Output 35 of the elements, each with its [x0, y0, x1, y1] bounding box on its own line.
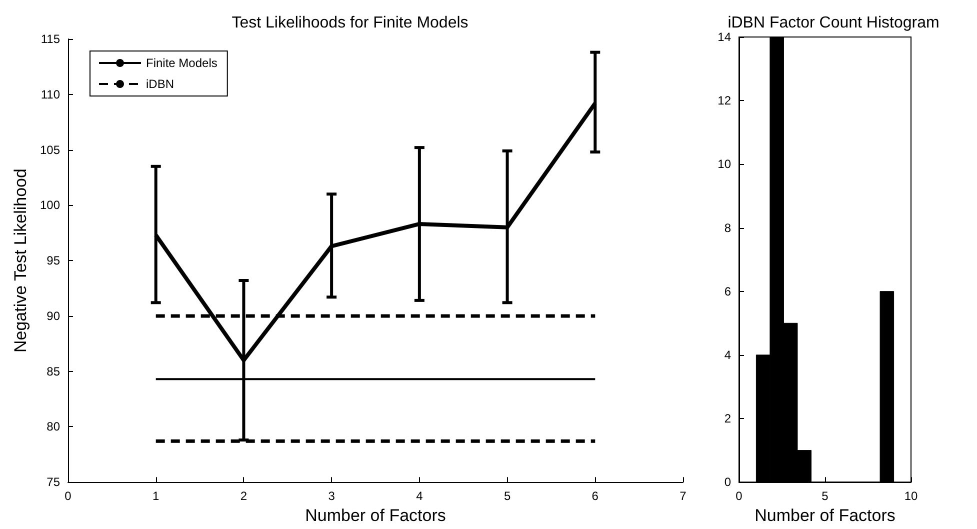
y-tick-label: 90	[46, 308, 60, 323]
y-tick-label: 80	[46, 420, 60, 434]
x-axis-title: Number of Factors	[754, 506, 896, 525]
y-tick-label: 100	[40, 198, 60, 212]
y-tick-label: 12	[718, 94, 732, 108]
y-tick-label: 6	[724, 284, 732, 298]
x-axis-title: Number of Factors	[305, 506, 446, 525]
chart-title: Test Likelihoods for Finite Models	[232, 14, 468, 32]
x-tick-label: 5	[822, 489, 829, 504]
y-tick-label: 115	[40, 32, 60, 46]
x-tick-label: 5	[504, 489, 511, 504]
x-tick-label: 3	[328, 489, 336, 504]
y-tick-label: 2	[724, 412, 732, 426]
x-tick-label: 4	[416, 489, 424, 504]
y-tick-label: 10	[718, 157, 732, 172]
x-tick-label: 0	[64, 489, 72, 504]
chart-title: iDBN Factor Count Histogram	[728, 14, 940, 32]
x-tick-label: 6	[592, 489, 599, 504]
x-tick-label: 2	[240, 489, 248, 504]
y-tick-label: 4	[724, 348, 732, 362]
y-axis-title: Negative Test Likelihood	[11, 168, 30, 353]
y-tick-label: 105	[40, 142, 60, 157]
y-tick-label: 0	[724, 475, 732, 490]
y-tick-label: 75	[46, 475, 60, 490]
y-tick-label: 85	[46, 364, 60, 378]
x-tick-label: 1	[152, 489, 160, 504]
legend-label: iDBN	[146, 77, 174, 91]
y-tick-label: 14	[718, 30, 732, 44]
x-tick-label: 10	[904, 489, 918, 504]
legend-label: Finite Models	[146, 56, 218, 70]
y-tick-label: 95	[46, 254, 60, 268]
x-tick-label: 7	[680, 489, 687, 504]
x-tick-label: 0	[736, 489, 743, 504]
y-tick-label: 8	[724, 220, 732, 235]
y-tick-label: 110	[40, 87, 60, 102]
